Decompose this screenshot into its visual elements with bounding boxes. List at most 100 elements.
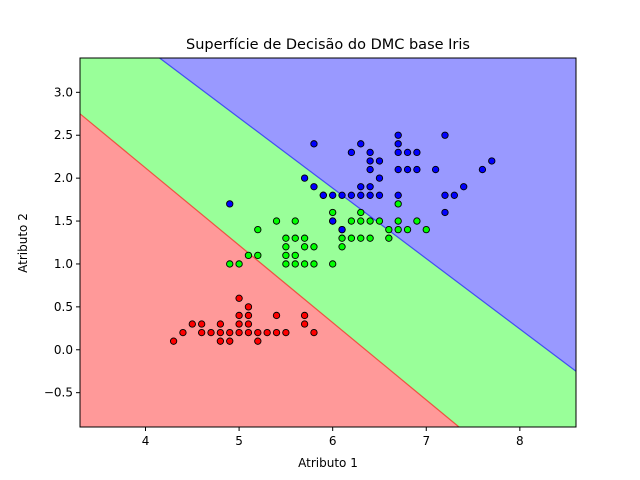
scatter-point [310, 140, 318, 148]
scatter-point [347, 217, 356, 225]
scatter-point [244, 251, 253, 260]
scatter-point [310, 260, 318, 268]
scatter-point [357, 191, 365, 199]
scatter-point [329, 260, 337, 268]
scatter-point [422, 225, 430, 234]
scatter-point [357, 208, 365, 217]
x-axis-label: Atributo 1 [298, 456, 358, 470]
y-tick-label: 3.0 [54, 85, 73, 99]
scatter-point [366, 165, 374, 174]
y-tick-label: 0.0 [54, 343, 73, 357]
scatter-point [460, 183, 468, 191]
scatter-point [319, 191, 327, 199]
scatter-point [329, 208, 337, 217]
scatter-point [394, 217, 402, 225]
scatter-point [375, 174, 384, 182]
scatter-point [198, 320, 206, 328]
x-tick-label: 5 [235, 434, 243, 448]
scatter-point [226, 260, 234, 268]
scatter-point [263, 328, 271, 337]
scatter-point [235, 294, 243, 302]
scatter-point [413, 165, 421, 174]
scatter-point [488, 157, 496, 165]
scatter-point [244, 320, 253, 328]
scatter-point [235, 311, 243, 320]
y-axis-label: Atributo 2 [16, 213, 30, 273]
scatter-point [282, 243, 290, 251]
scatter-point [235, 320, 243, 328]
scatter-point [366, 191, 374, 199]
y-axis-ticks: −0.5 0.0 0.5 1.0 1.5 2.0 2.5 3.0 [44, 85, 80, 400]
scatter-point [357, 234, 365, 242]
scatter-point [385, 234, 393, 242]
scatter-point [188, 320, 196, 328]
scatter-point [394, 140, 402, 148]
x-tick-label: 8 [516, 434, 524, 448]
scatter-point [338, 225, 346, 234]
scatter-point [394, 191, 402, 199]
plot-frame [79, 57, 577, 428]
scatter-point [375, 157, 384, 165]
scatter-point [244, 303, 253, 311]
scatter-point [235, 328, 243, 337]
x-axis-ticks: 4 5 6 7 8 [142, 427, 524, 448]
scatter-point [300, 174, 309, 182]
scatter-point [347, 234, 356, 242]
scatter-point [394, 200, 402, 208]
scatter-point [216, 337, 225, 345]
scatter-point [300, 234, 309, 242]
scatter-point [244, 311, 253, 320]
y-tick-label: 1.5 [54, 214, 73, 228]
scatter-point [300, 243, 309, 251]
scatter-point [357, 217, 365, 225]
scatter-point [394, 225, 402, 234]
y-tick-label: 2.5 [54, 128, 73, 142]
scatter-point [329, 191, 337, 199]
scatter-point [282, 260, 290, 268]
y-tick-label: 2.0 [54, 171, 73, 185]
scatter-point [413, 148, 421, 157]
scatter-point [198, 328, 206, 337]
scatter-point [347, 148, 356, 157]
scatter-point [366, 148, 374, 157]
scatter-point [254, 328, 262, 337]
scatter-point [375, 191, 384, 199]
scatter-point [366, 183, 374, 191]
chart-title: Superfície de Decisão do DMC base Iris [186, 37, 470, 53]
x-tick-label: 6 [329, 434, 337, 448]
scatter-point [450, 191, 458, 199]
x-tick-label: 7 [422, 434, 430, 448]
scatter-point [431, 165, 440, 174]
scatter-point [291, 217, 299, 225]
x-tick-label: 4 [142, 434, 150, 448]
region-green [80, 58, 576, 427]
scatter-point [254, 225, 262, 234]
scatter-point [282, 234, 290, 242]
scatter-point [310, 183, 318, 191]
scatter-point [441, 191, 449, 199]
scatter-point [282, 251, 290, 260]
y-tick-label: −0.5 [44, 386, 73, 400]
scatter-point [310, 243, 318, 251]
scatter-point [394, 131, 402, 139]
scatter-point [394, 148, 402, 157]
scatter-point [338, 191, 346, 199]
scatter-point [366, 234, 374, 242]
scatter-point [179, 328, 187, 337]
data-points [169, 131, 496, 345]
scatter-point [282, 328, 290, 337]
scatter-point [403, 225, 412, 234]
decision-boundary-line [80, 113, 460, 427]
scatter-point [394, 165, 402, 174]
scatter-point [300, 320, 309, 328]
scatter-point [226, 200, 234, 208]
scatter-point [357, 183, 365, 191]
scatter-point [254, 251, 262, 260]
scatter-point [357, 140, 365, 148]
scatter-point [366, 157, 374, 165]
scatter-point [235, 260, 243, 268]
scatter-point [226, 328, 234, 337]
scatter-point [403, 148, 412, 157]
scatter-point [338, 234, 346, 242]
